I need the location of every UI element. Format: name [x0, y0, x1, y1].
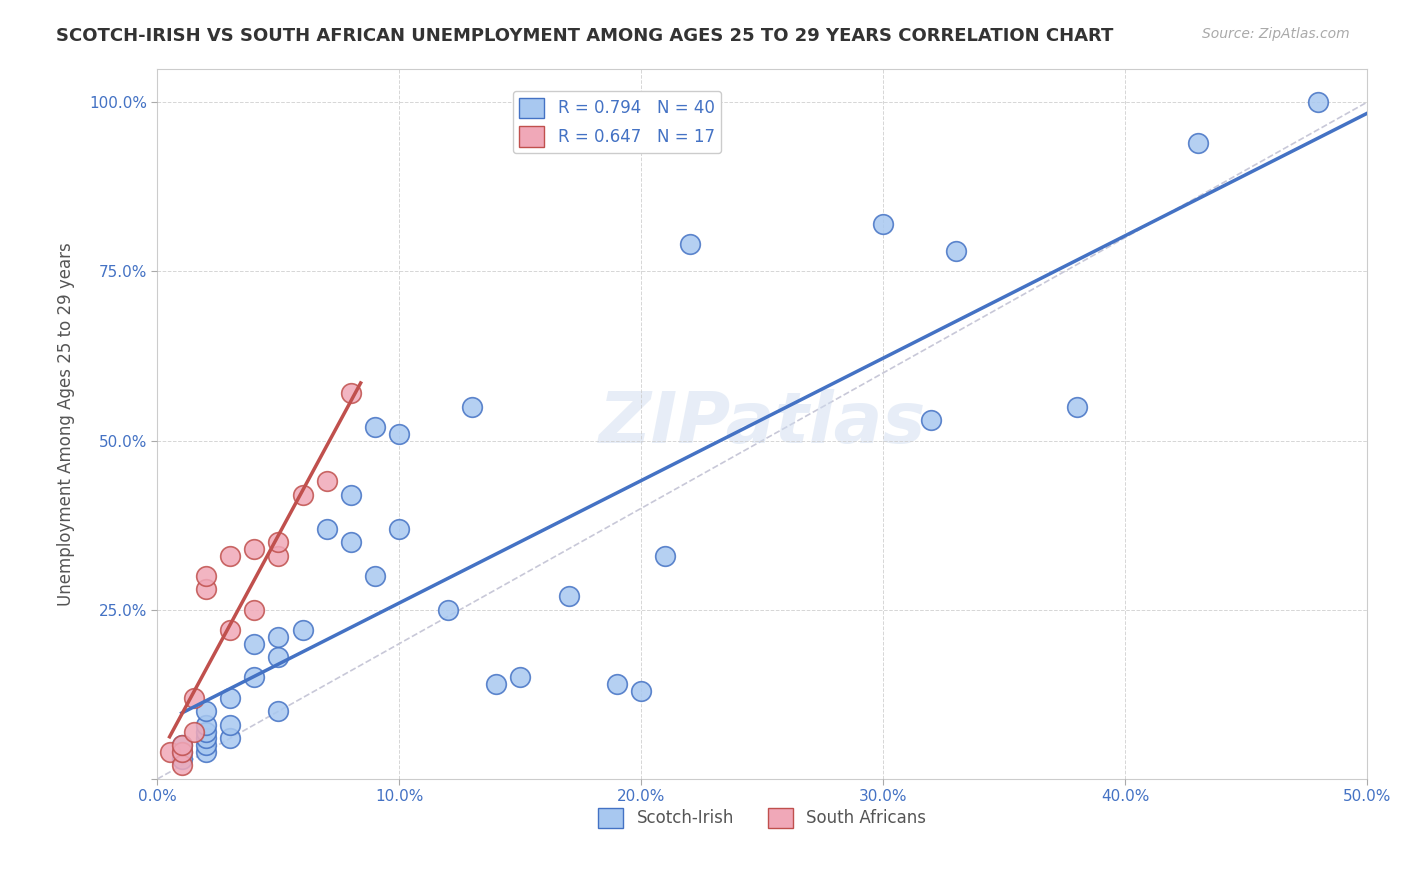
Point [183, 724, 205, 739]
Point [364, 420, 387, 434]
Point [194, 731, 217, 746]
Point [654, 549, 676, 563]
Point [194, 724, 217, 739]
Y-axis label: Unemployment Among Ages 25 to 29 years: Unemployment Among Ages 25 to 29 years [58, 242, 75, 606]
Point [267, 650, 290, 665]
Point [291, 623, 314, 637]
Point [170, 751, 193, 765]
Point [194, 745, 217, 759]
Point [267, 630, 290, 644]
Legend: Scotch-Irish, South Africans: Scotch-Irish, South Africans [592, 801, 932, 835]
Point [872, 217, 894, 231]
Point [170, 745, 193, 759]
Point [170, 738, 193, 752]
Point [606, 677, 628, 691]
Text: ZIPatlas: ZIPatlas [599, 389, 925, 458]
Point [267, 704, 290, 718]
Point [678, 237, 700, 252]
Point [485, 677, 508, 691]
Point [243, 603, 266, 617]
Point [267, 549, 290, 563]
Point [291, 488, 314, 502]
Point [315, 522, 337, 536]
Point [183, 690, 205, 705]
Point [388, 522, 411, 536]
Text: Source: ZipAtlas.com: Source: ZipAtlas.com [1202, 27, 1350, 41]
Point [509, 670, 531, 684]
Point [219, 549, 242, 563]
Point [194, 718, 217, 732]
Point [1066, 400, 1088, 414]
Point [194, 582, 217, 597]
Point [630, 684, 652, 698]
Point [243, 541, 266, 556]
Text: SCOTCH-IRISH VS SOUTH AFRICAN UNEMPLOYMENT AMONG AGES 25 TO 29 YEARS CORRELATION: SCOTCH-IRISH VS SOUTH AFRICAN UNEMPLOYME… [56, 27, 1114, 45]
Point [170, 745, 193, 759]
Point [170, 758, 193, 772]
Point [194, 704, 217, 718]
Point [364, 569, 387, 583]
Point [243, 637, 266, 651]
Point [194, 569, 217, 583]
Point [194, 738, 217, 752]
Point [219, 690, 242, 705]
Point [557, 589, 579, 603]
Point [388, 426, 411, 441]
Point [243, 670, 266, 684]
Point [461, 400, 484, 414]
Point [340, 535, 363, 549]
Point [1187, 136, 1209, 150]
Point [340, 488, 363, 502]
Point [267, 535, 290, 549]
Point [436, 603, 458, 617]
Point [170, 738, 193, 752]
Point [159, 745, 181, 759]
Point [219, 718, 242, 732]
Point [315, 474, 337, 488]
Point [920, 413, 942, 427]
Point [219, 731, 242, 746]
Point [945, 244, 967, 259]
Point [1308, 95, 1330, 110]
Point [219, 623, 242, 637]
Point [340, 386, 363, 401]
